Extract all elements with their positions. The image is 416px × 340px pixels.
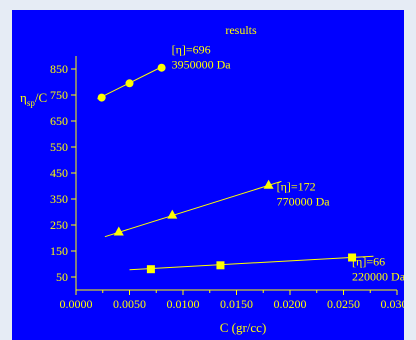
- y-tick-label: 150: [50, 244, 68, 258]
- chart-svg: results ηsp/C C (gr/cc) 50 150 250 350 450 55…: [20, 23, 404, 335]
- fit-line: [104, 180, 282, 238]
- chart-title: results: [225, 23, 257, 37]
- y-tick-label: 350: [50, 192, 68, 206]
- y-axis-label: ηsp/C: [20, 90, 47, 108]
- series-annotation-molecular-weight: 3950000 Da: [172, 58, 232, 72]
- data-point: [125, 79, 134, 88]
- y-axis-label-suffix: /C: [35, 90, 47, 105]
- y-tick-label: 450: [50, 166, 68, 180]
- data-point: [216, 261, 225, 270]
- x-tick-label: 0.0150: [220, 297, 253, 311]
- x-axis-label: C (gr/cc): [220, 320, 267, 335]
- y-tick-label: 550: [50, 140, 68, 154]
- data-point: [146, 265, 155, 274]
- x-tick-label: 0.0100: [167, 297, 200, 311]
- y-tick-label: 250: [50, 218, 68, 232]
- x-tick-label: 0.0050: [113, 297, 146, 311]
- x-tick-label: 0.0250: [327, 297, 360, 311]
- y-tick-label: 850: [50, 62, 68, 76]
- x-tick-label: 0.0200: [274, 297, 307, 311]
- y-axis-label-subscript: sp: [27, 98, 36, 108]
- x-tick-label: 0.0300: [381, 297, 405, 311]
- data-point: [263, 179, 274, 189]
- y-axis-label-symbol: η: [20, 90, 27, 105]
- y-tick-label: 650: [50, 114, 68, 128]
- series-annotation-intrinsic-viscosity: [η]=66: [352, 255, 385, 269]
- chart-panel: results ηsp/C C (gr/cc) 50 150 250 350 450 55…: [12, 10, 404, 340]
- series-annotation-molecular-weight: 220000 Da: [352, 270, 404, 284]
- y-tick-label: 750: [50, 88, 68, 102]
- data-point: [157, 63, 166, 72]
- x-tick-label: 0.0000: [60, 297, 93, 311]
- series-annotation-intrinsic-viscosity: [η]=172: [277, 180, 316, 194]
- fit-line: [129, 255, 374, 271]
- data-point: [348, 253, 357, 262]
- data-point: [113, 226, 124, 236]
- plot-area: 50 150 250 350 450 550 650 750 850 0.0000 0.0050 0.…: [50, 43, 404, 311]
- data-point: [167, 209, 178, 219]
- data-point: [97, 93, 106, 102]
- series-annotation-intrinsic-viscosity: [η]=696: [172, 43, 211, 57]
- series-annotation-molecular-weight: 770000 Da: [277, 195, 331, 209]
- y-tick-label: 50: [56, 270, 68, 284]
